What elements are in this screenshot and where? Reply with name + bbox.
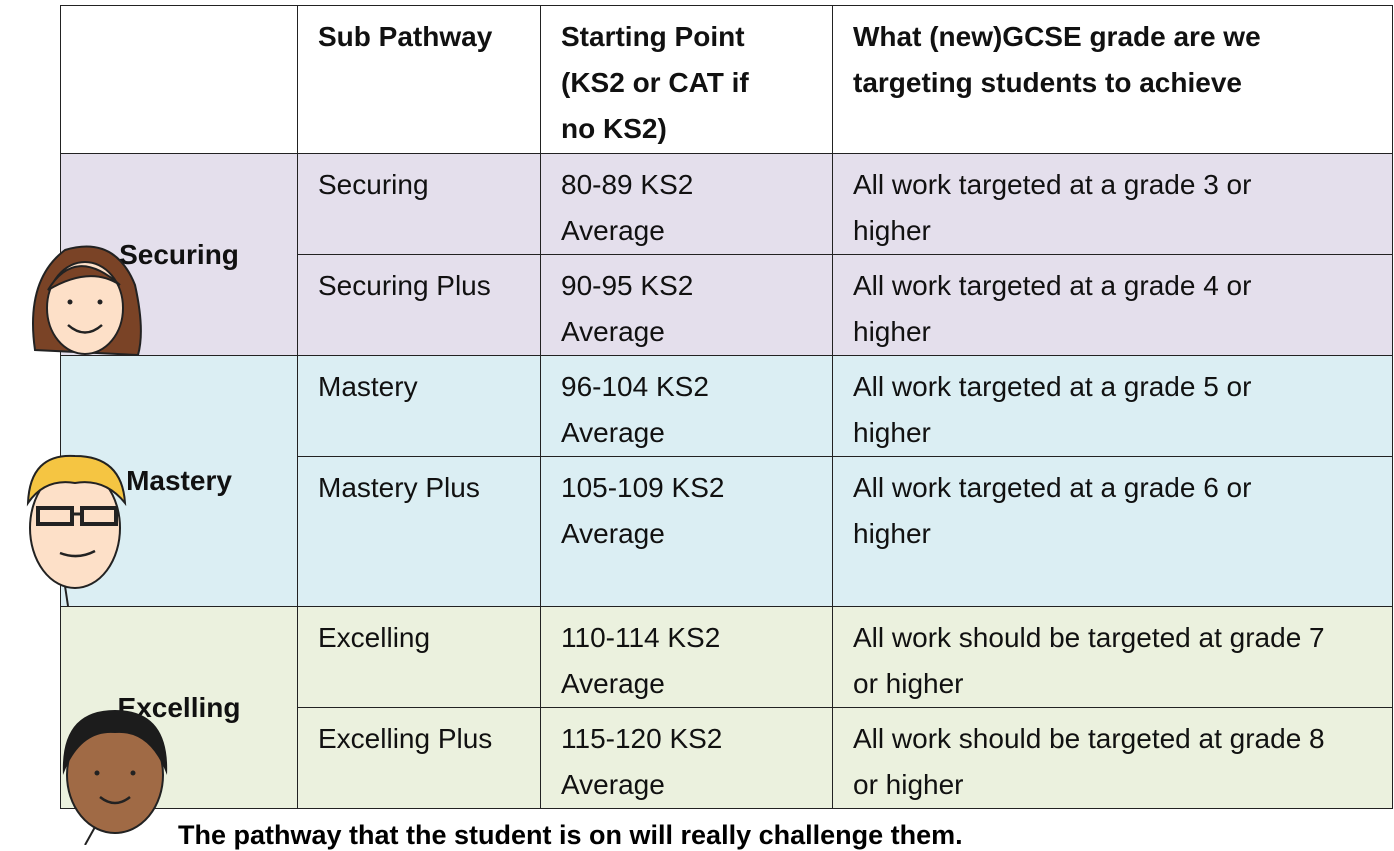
table-cell: 115-120 KS2 Average (540, 707, 833, 809)
cell-text: 80-89 KS2 Average (561, 169, 694, 246)
cell-text: Mastery Plus (318, 472, 480, 503)
header-cell: Sub Pathway (297, 5, 541, 154)
table-row: Securing Securing 80-89 KS2 Average All wor… (60, 153, 1393, 356)
header-cell (60, 5, 298, 154)
table-cell: All work targeted at a grade 6 or higher (832, 456, 1393, 607)
table-cell: Securing Plus (297, 254, 541, 356)
header-row: Sub Pathway Starting Point (KS2 or CAT i… (60, 5, 1393, 154)
header-text: What (new)GCSE grade are we targeting st… (853, 21, 1261, 98)
header-text: Starting Point (KS2 or CAT if no KS2) (561, 21, 749, 144)
cell-text: Excelling Plus (318, 723, 493, 754)
header-cell: What (new)GCSE grade are we targeting st… (832, 5, 1393, 154)
cell-text: Securing (318, 169, 429, 200)
table-cell: 110-114 KS2 Average (540, 606, 833, 708)
table-row: Mastery Mastery 96-104 KS2 Average All work… (60, 355, 1393, 607)
table-cell: 105-109 KS2 Average (540, 456, 833, 607)
pathway-table: Sub Pathway Starting Point (KS2 or CAT i… (60, 5, 1393, 809)
table-row: Excelling Plus 115-120 KS2 Average All wor… (61, 707, 1393, 809)
cell-text: 115-120 KS2 Average (561, 723, 723, 800)
avatar (62, 710, 168, 845)
table-cell: 80-89 KS2 Average (540, 153, 833, 255)
cell-text: All work should be targeted at grade 7 o… (853, 622, 1325, 699)
cell-text: All work targeted at a grade 3 or higher (853, 169, 1252, 246)
cell-text: All work targeted at a grade 6 or higher (853, 472, 1252, 549)
table-cell: 96-104 KS2 Average (540, 355, 833, 457)
note: The pathway that the student is on will … (178, 820, 963, 850)
table-cell: All work targeted at a grade 3 or higher (832, 153, 1393, 255)
table-cell: All work should be targeted at grade 7 o… (832, 606, 1393, 708)
cell-text: 105-109 KS2 Average (561, 472, 725, 549)
cell-text: Securing Plus (318, 270, 491, 301)
cell-text: All work should be targeted at grade 8 o… (853, 723, 1325, 800)
table-cell: Excelling Plus (297, 707, 541, 809)
avatar (32, 245, 142, 357)
table-row: Mastery Plus 105-109 KS2 Average All work … (61, 456, 1393, 607)
cell-text: 110-114 KS2 Average (561, 622, 721, 699)
cell-text: 90-95 KS2 Average (561, 270, 694, 347)
table-cell: Securing (297, 153, 541, 255)
header-cell: Starting Point (KS2 or CAT if no KS2) (540, 5, 833, 154)
table-cell: Mastery Plus (297, 456, 541, 607)
avatar (26, 454, 127, 607)
table-cell: All work should be targeted at grade 8 o… (832, 707, 1393, 809)
cell-text: Mastery (318, 371, 418, 402)
cell-text: All work targeted at a grade 4 or higher (853, 270, 1252, 347)
cell-text: 96-104 KS2 Average (561, 371, 709, 448)
table-cell: Excelling (297, 606, 541, 708)
table-cell: All work targeted at a grade 5 or higher (832, 355, 1393, 457)
table-row: Excelling Excelling 110-114 KS2 Average All… (60, 606, 1393, 809)
table-cell: 90-95 KS2 Average (540, 254, 833, 356)
table-cell: Mastery (297, 355, 541, 457)
table-cell: All work targeted at a grade 4 or higher (832, 254, 1393, 356)
cell-text: All work targeted at a grade 5 or higher (853, 371, 1252, 448)
cell-text: Excelling (318, 622, 431, 653)
